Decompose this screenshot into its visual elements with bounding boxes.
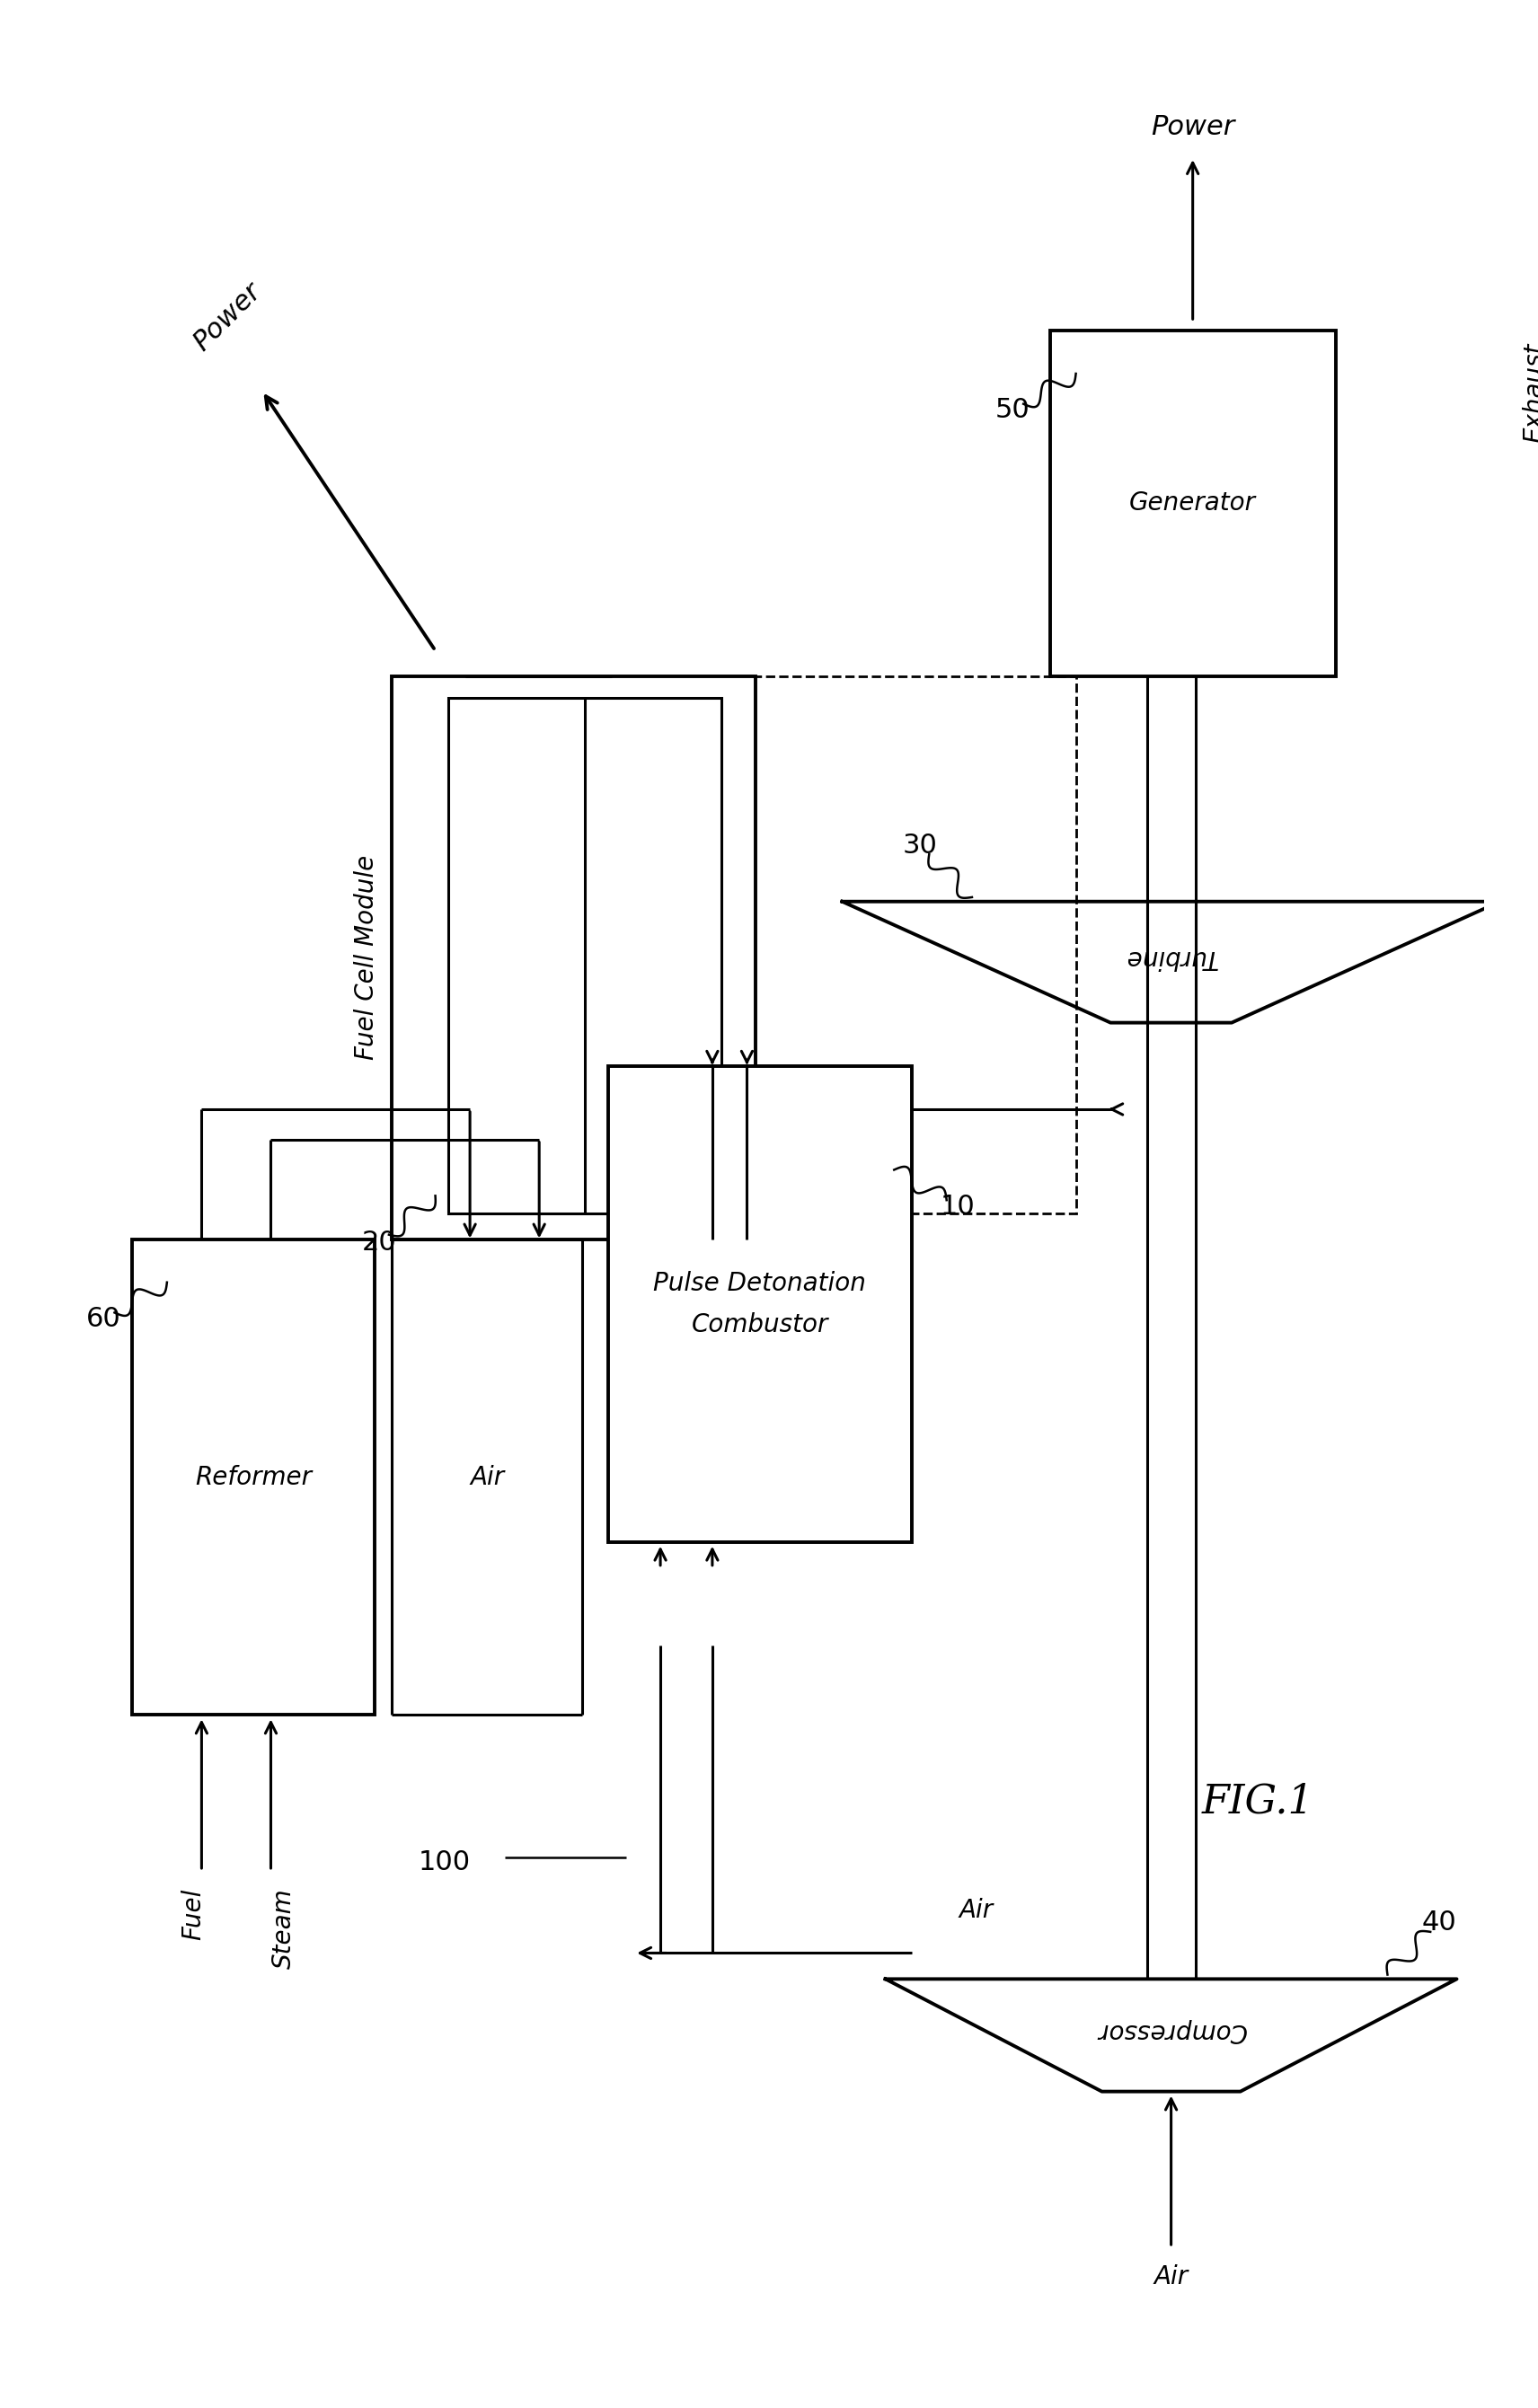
Bar — [514, 677, 1077, 1214]
Bar — [1050, 330, 1335, 677]
Text: 10: 10 — [940, 1194, 975, 1218]
Text: Exhaust: Exhaust — [1521, 342, 1538, 443]
Text: 60: 60 — [86, 1305, 120, 1332]
Text: Fuel: Fuel — [180, 1888, 206, 1941]
Text: Air: Air — [1154, 2264, 1189, 2290]
Text: Generator: Generator — [1129, 491, 1257, 515]
Text: FIG.1: FIG.1 — [1201, 1782, 1313, 1820]
Text: Power: Power — [1150, 113, 1235, 140]
Text: Reformer: Reformer — [195, 1464, 312, 1491]
Text: 50: 50 — [995, 397, 1029, 424]
Text: Power: Power — [189, 279, 266, 356]
Text: Air: Air — [960, 1898, 994, 1922]
Text: Pulse Detonation
Combustor: Pulse Detonation Combustor — [654, 1271, 866, 1336]
Text: 100: 100 — [418, 1849, 471, 1876]
Text: 30: 30 — [903, 833, 938, 857]
Text: Air: Air — [471, 1464, 504, 1491]
Text: Turbine: Turbine — [1124, 946, 1218, 970]
Bar — [392, 677, 755, 1240]
Bar — [448, 698, 721, 1214]
Text: Steam: Steam — [271, 1888, 297, 1970]
Bar — [609, 1067, 912, 1541]
Text: 20: 20 — [361, 1230, 397, 1257]
Text: Fuel Cell Module: Fuel Cell Module — [354, 855, 378, 1060]
Text: Compressor: Compressor — [1097, 2018, 1246, 2044]
Bar — [132, 1240, 375, 1714]
Text: 40: 40 — [1423, 1910, 1456, 1936]
